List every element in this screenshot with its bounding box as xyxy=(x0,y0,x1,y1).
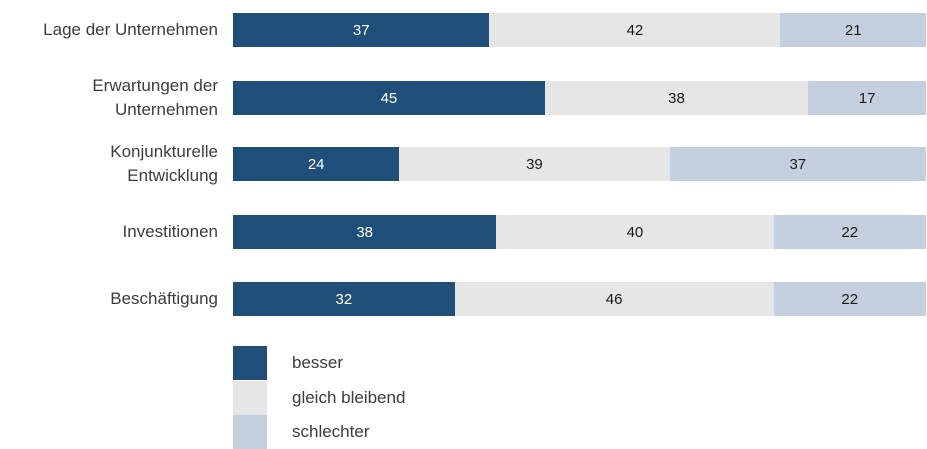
bar-segment: 39 xyxy=(399,147,670,181)
data-label: 24 xyxy=(307,155,325,173)
bar-segment: 38 xyxy=(544,81,809,115)
bar-segment: 46 xyxy=(454,282,774,316)
bar-segment: 42 xyxy=(489,13,781,47)
bar-segment: 40 xyxy=(496,215,774,249)
legend-label: schlechter xyxy=(292,422,370,441)
bar-segment: 45 xyxy=(233,81,545,115)
bar-segment: 32 xyxy=(233,282,455,316)
data-label: 42 xyxy=(626,21,644,39)
bar-segment: 22 xyxy=(773,215,926,249)
legend-swatch xyxy=(233,381,267,415)
bar-segment: 38 xyxy=(233,215,497,249)
category-label: Beschäftigung xyxy=(110,289,218,308)
legend-label: gleich bleibend xyxy=(292,388,406,407)
data-label: 38 xyxy=(356,223,373,241)
category-label: Konjunkturelle Entwicklung xyxy=(110,142,218,185)
legend-label: besser xyxy=(292,353,344,372)
bar-segment: 37 xyxy=(669,147,926,181)
data-label: 22 xyxy=(841,290,859,308)
legend-item: schlechter xyxy=(233,415,369,449)
bar-segment: 17 xyxy=(808,81,926,115)
legend-item: gleich bleibend xyxy=(233,381,405,415)
data-label: 40 xyxy=(626,223,644,241)
legend-item: besser xyxy=(233,346,343,380)
bar-segment: 22 xyxy=(773,282,926,316)
legend-swatch xyxy=(233,415,267,449)
data-label: 39 xyxy=(526,155,543,173)
bar-segment: 24 xyxy=(233,147,400,181)
legend-swatch xyxy=(233,346,267,380)
data-label: 37 xyxy=(789,155,807,173)
data-label: 38 xyxy=(668,89,685,107)
data-label: 37 xyxy=(352,21,370,39)
data-label: 21 xyxy=(844,21,862,39)
data-label: 45 xyxy=(380,89,398,107)
data-label: 46 xyxy=(605,290,623,308)
bar-segment: 37 xyxy=(233,13,490,47)
data-label: 17 xyxy=(858,89,876,107)
data-label: 22 xyxy=(841,223,859,241)
data-label: 32 xyxy=(335,290,353,308)
category-label: Erwartungen der Unternehmen xyxy=(92,76,218,119)
category-label: Investitionen xyxy=(122,222,218,241)
category-label: Lage der Unternehmen xyxy=(43,20,218,39)
bar-segment: 21 xyxy=(780,13,926,47)
